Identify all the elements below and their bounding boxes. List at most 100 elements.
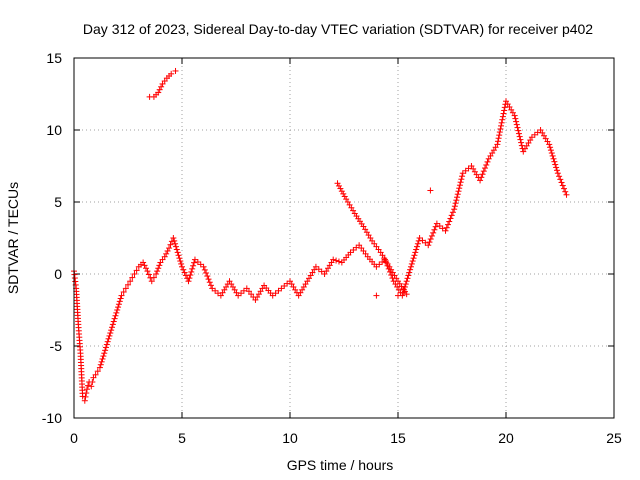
data-point-interp <box>548 150 555 157</box>
data-point-interp <box>117 295 124 302</box>
data-point-interp <box>558 179 565 186</box>
data-point-interp <box>459 173 466 180</box>
data-point <box>185 278 192 285</box>
data-point-interp <box>414 240 421 247</box>
y-tick-label: 10 <box>46 122 62 138</box>
data-point-interp <box>454 194 461 201</box>
data-point-interp <box>111 315 118 322</box>
data-point-interp <box>178 260 185 267</box>
data-point-interp <box>426 239 433 246</box>
data-point-interp <box>501 107 508 114</box>
data-point-interp <box>453 197 460 204</box>
data-point-interp <box>338 188 345 195</box>
data-point <box>494 141 501 148</box>
x-tick-label: 25 <box>606 430 622 446</box>
data-point <box>373 292 380 299</box>
data-point <box>92 371 99 378</box>
axes: 0 5 10 15 20 25 -10 -5 0 5 10 15 <box>42 50 622 446</box>
y-axis-label: SDTVAR / TECUs <box>5 182 21 294</box>
data-point-interp <box>556 173 563 180</box>
data-point <box>168 70 175 77</box>
data-point <box>334 180 341 187</box>
data-point-interp <box>456 182 463 189</box>
data-point-interp <box>497 125 504 132</box>
data-point <box>427 187 434 194</box>
data-point-interp <box>449 209 456 216</box>
data-point-interp <box>103 341 110 348</box>
data-point-interp <box>337 185 344 192</box>
data-point-interp <box>432 223 439 230</box>
data-point-interp <box>113 309 120 316</box>
data-point-interp <box>553 164 560 171</box>
data-point-interp <box>516 133 523 140</box>
data-point-interp <box>451 203 458 210</box>
data-point-interp <box>411 252 418 259</box>
data-point-interp <box>164 247 171 254</box>
data-point-interp <box>552 161 559 168</box>
data-point-interp <box>498 122 505 129</box>
data-point-interp <box>172 240 179 247</box>
data-point-interp <box>513 121 520 128</box>
data-point <box>140 259 147 266</box>
data-point-interp <box>443 224 450 231</box>
data-point-interp <box>173 246 180 253</box>
data-point-interp <box>561 185 568 192</box>
data-point-interp <box>478 174 485 181</box>
data-point-interp <box>110 318 117 325</box>
data-point-interp <box>333 257 340 264</box>
data-point-interp <box>102 347 109 354</box>
data-point <box>83 386 90 393</box>
data-point-interp <box>413 246 420 253</box>
data-point-interp <box>115 301 122 308</box>
data-point-interp <box>141 262 148 269</box>
data-point <box>88 383 95 390</box>
data-point <box>122 285 129 292</box>
data-point-interp <box>186 275 193 282</box>
data-point-interp <box>108 327 115 334</box>
data-point <box>101 350 108 357</box>
data-point-interp <box>206 279 213 286</box>
data-point-interp <box>156 86 163 93</box>
data-point-interp <box>158 83 165 90</box>
y-tick-label: 5 <box>54 194 62 210</box>
data-point-interp <box>562 188 569 195</box>
y-tick-label: 15 <box>46 50 62 66</box>
data-point-interp <box>547 147 554 154</box>
data-point-interp <box>455 188 462 195</box>
data-point-interp <box>89 379 96 385</box>
data-point-interp <box>410 255 417 262</box>
data-point-interp <box>150 274 157 281</box>
data-point <box>477 177 484 184</box>
data-point-interp <box>479 171 486 178</box>
data-point-interp <box>189 265 196 272</box>
data-point <box>451 206 458 213</box>
data-point <box>166 245 173 252</box>
data-point-interp <box>409 258 416 265</box>
y-tick-label: -10 <box>42 410 62 426</box>
data-point-interp <box>446 218 453 225</box>
data-point <box>174 249 181 256</box>
data-point-interp <box>494 138 501 145</box>
data-point <box>96 364 103 371</box>
data-point-interp <box>499 113 506 120</box>
data-point-interp <box>176 255 183 262</box>
data-point-interp <box>205 276 212 283</box>
data-point <box>155 89 162 96</box>
data-point-interp <box>457 179 464 186</box>
data-point-interp <box>99 355 106 362</box>
data-point-interp <box>496 132 503 139</box>
data-point <box>179 263 185 270</box>
data-point-interp <box>112 312 119 319</box>
data-point <box>161 253 168 260</box>
data-point-interp <box>444 221 451 228</box>
data-point <box>105 335 112 342</box>
data-point-interp <box>109 324 116 331</box>
data-point-interp <box>496 129 503 136</box>
data-point <box>144 268 151 275</box>
data-point-interp <box>115 304 122 311</box>
data-point-interp <box>106 332 113 339</box>
data-point-interp <box>407 266 414 273</box>
data-point <box>511 112 518 119</box>
data-point-interp <box>406 269 413 276</box>
chart-title: Day 312 of 2023, Sidereal Day-to-day VTE… <box>83 21 593 37</box>
